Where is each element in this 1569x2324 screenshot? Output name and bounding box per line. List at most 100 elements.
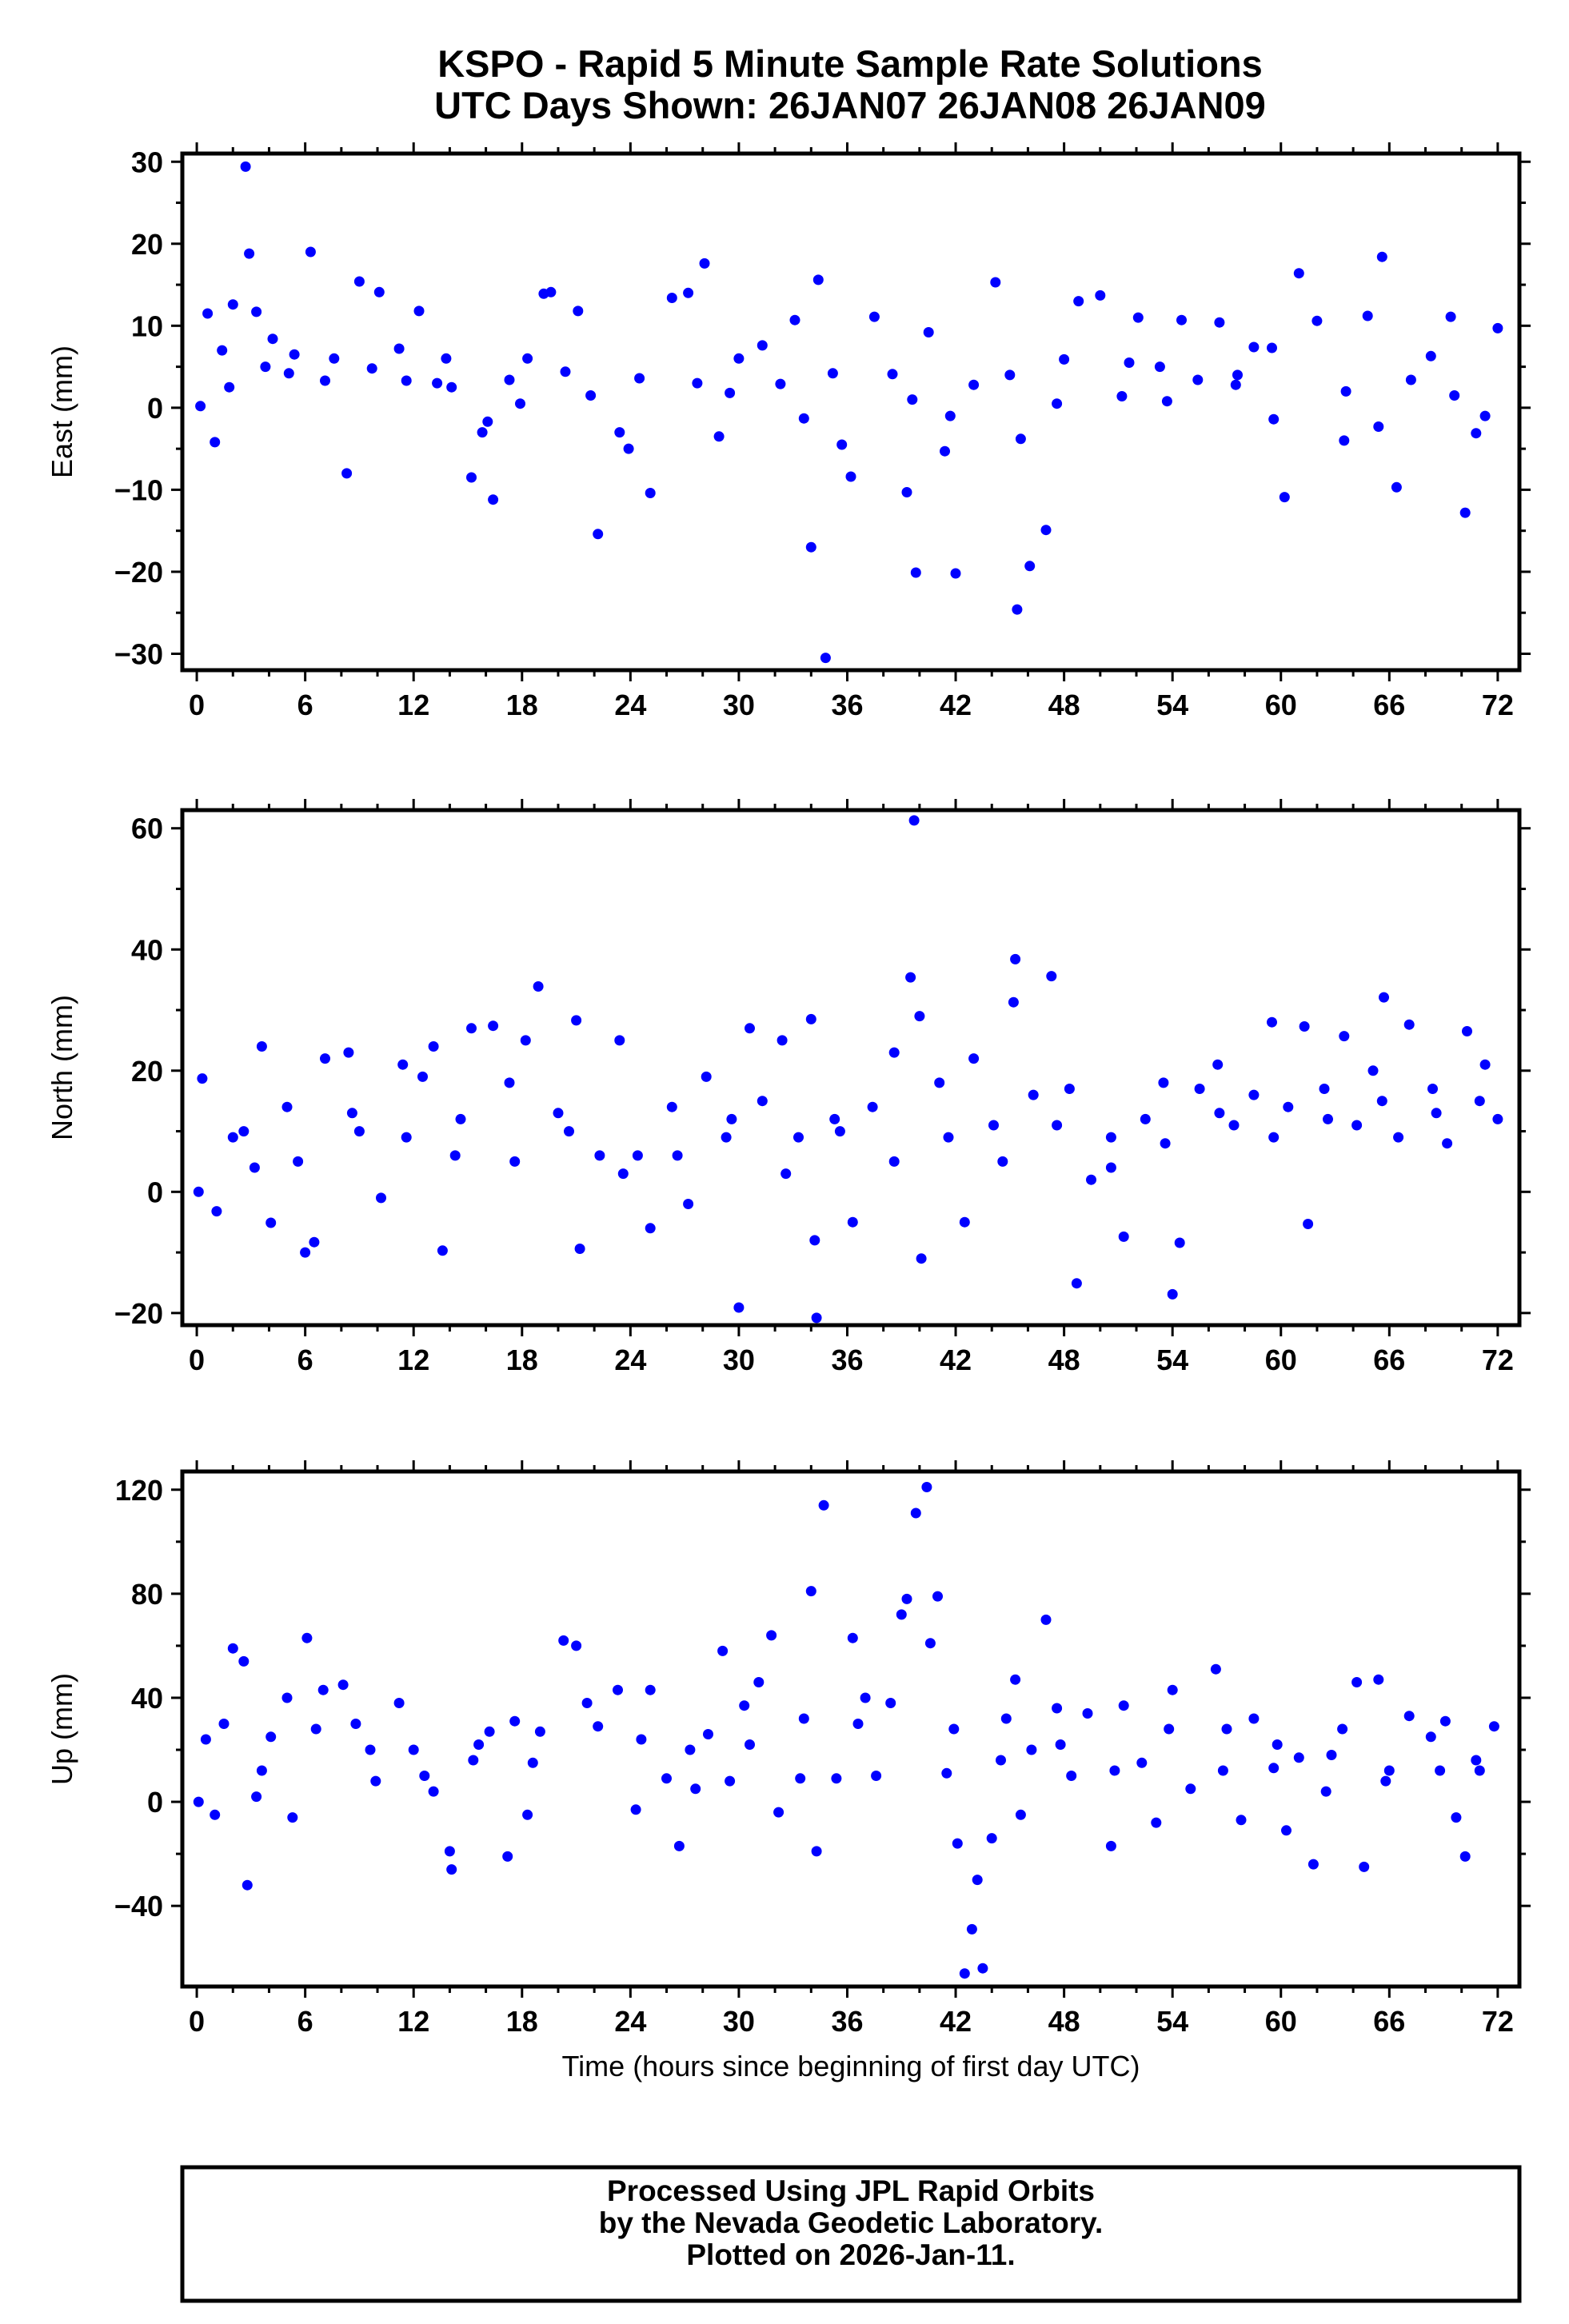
data-point <box>907 394 918 405</box>
data-point <box>745 1739 755 1750</box>
data-point <box>1376 251 1387 262</box>
data-point <box>997 1156 1008 1167</box>
data-point <box>1066 1771 1077 1781</box>
data-point <box>346 1108 357 1119</box>
x-tick-label: 0 <box>189 2005 205 2038</box>
data-point <box>1445 311 1456 322</box>
data-point <box>1046 971 1057 982</box>
data-point <box>910 1507 921 1519</box>
data-point <box>553 1108 564 1119</box>
data-point <box>666 1101 677 1112</box>
y-tick-label: 40 <box>131 933 163 966</box>
data-point <box>781 1168 792 1180</box>
data-point <box>717 1645 729 1656</box>
data-point <box>533 981 544 992</box>
data-point <box>916 1253 927 1264</box>
data-point <box>1319 1084 1330 1094</box>
data-point <box>1052 1120 1063 1131</box>
x-tick-label: 66 <box>1373 689 1405 721</box>
data-point <box>623 443 634 454</box>
data-point <box>300 1247 311 1258</box>
data-point <box>1279 492 1290 503</box>
data-point <box>798 1713 809 1724</box>
data-point <box>267 333 278 345</box>
data-point <box>692 377 703 389</box>
data-point <box>685 1744 696 1755</box>
data-point <box>733 1302 745 1313</box>
data-point <box>1320 1786 1331 1797</box>
data-point <box>757 340 768 351</box>
data-point <box>413 305 425 317</box>
plot-frame <box>180 151 1522 673</box>
data-point <box>393 343 405 354</box>
data-point <box>256 1041 267 1052</box>
data-point <box>482 416 493 427</box>
data-point <box>1283 1101 1294 1112</box>
data-point <box>1212 1059 1224 1070</box>
x-tick-label: 18 <box>506 2005 538 2038</box>
data-point <box>908 815 920 826</box>
data-point <box>509 1156 521 1167</box>
y-tick-label: 20 <box>131 228 163 261</box>
data-point <box>645 1684 656 1695</box>
data-point <box>952 1838 963 1849</box>
data-point <box>1303 1219 1314 1229</box>
data-point <box>1105 1132 1116 1143</box>
data-point <box>1326 1750 1337 1760</box>
data-point <box>593 529 604 540</box>
data-point <box>1403 1711 1415 1722</box>
data-point <box>1004 369 1016 381</box>
data-point <box>1383 1765 1395 1776</box>
data-point <box>1109 1765 1120 1776</box>
data-point <box>645 1223 656 1234</box>
data-point <box>1479 410 1491 421</box>
x-tick-label: 12 <box>397 2005 429 2038</box>
data-point <box>419 1771 430 1781</box>
data-point <box>944 410 956 421</box>
data-point <box>1095 290 1106 301</box>
data-point <box>444 1846 455 1857</box>
data-point <box>725 387 736 398</box>
x-tick-label: 48 <box>1048 1344 1080 1376</box>
data-point <box>896 1609 907 1620</box>
data-point <box>1055 1739 1066 1750</box>
data-point <box>943 1132 954 1143</box>
x-tick-label: 36 <box>831 2005 863 2038</box>
plot-frame <box>180 808 1522 1328</box>
data-point <box>1012 604 1023 615</box>
x-tick-label: 60 <box>1265 2005 1297 2038</box>
data-point <box>1167 1288 1178 1300</box>
data-point <box>1323 1113 1333 1124</box>
data-point <box>1451 1812 1462 1823</box>
data-point <box>504 374 515 385</box>
data-point <box>1232 369 1243 381</box>
data-point <box>1492 1113 1503 1124</box>
data-point <box>1293 1752 1304 1763</box>
data-point <box>329 353 340 364</box>
data-point <box>725 1775 736 1787</box>
data-point <box>560 366 571 377</box>
data-point <box>197 1073 208 1084</box>
data-point <box>504 1077 515 1088</box>
x-tick-label: 42 <box>940 2005 972 2038</box>
data-point <box>1474 1765 1485 1776</box>
data-point <box>1435 1765 1446 1776</box>
data-point <box>1299 1021 1310 1032</box>
data-point <box>1010 1674 1021 1685</box>
x-tick-label: 66 <box>1373 2005 1405 2038</box>
data-point <box>428 1041 439 1052</box>
data-point <box>721 1132 732 1143</box>
data-point <box>1459 507 1471 518</box>
data-point <box>827 368 838 379</box>
data-point <box>924 1638 936 1649</box>
y-tick-label: 80 <box>131 1578 163 1611</box>
data-point <box>852 1719 864 1729</box>
data-point <box>256 1765 267 1776</box>
north-panel: 0 6 12 18 24 30 36 42 48 54 60 66 72 60 40 20 0 −20 North … <box>46 799 1531 1376</box>
data-point <box>1268 1132 1280 1143</box>
data-point <box>437 1245 448 1256</box>
data-point <box>1210 1663 1221 1675</box>
data-point <box>1132 312 1144 323</box>
data-point <box>1071 1278 1082 1289</box>
